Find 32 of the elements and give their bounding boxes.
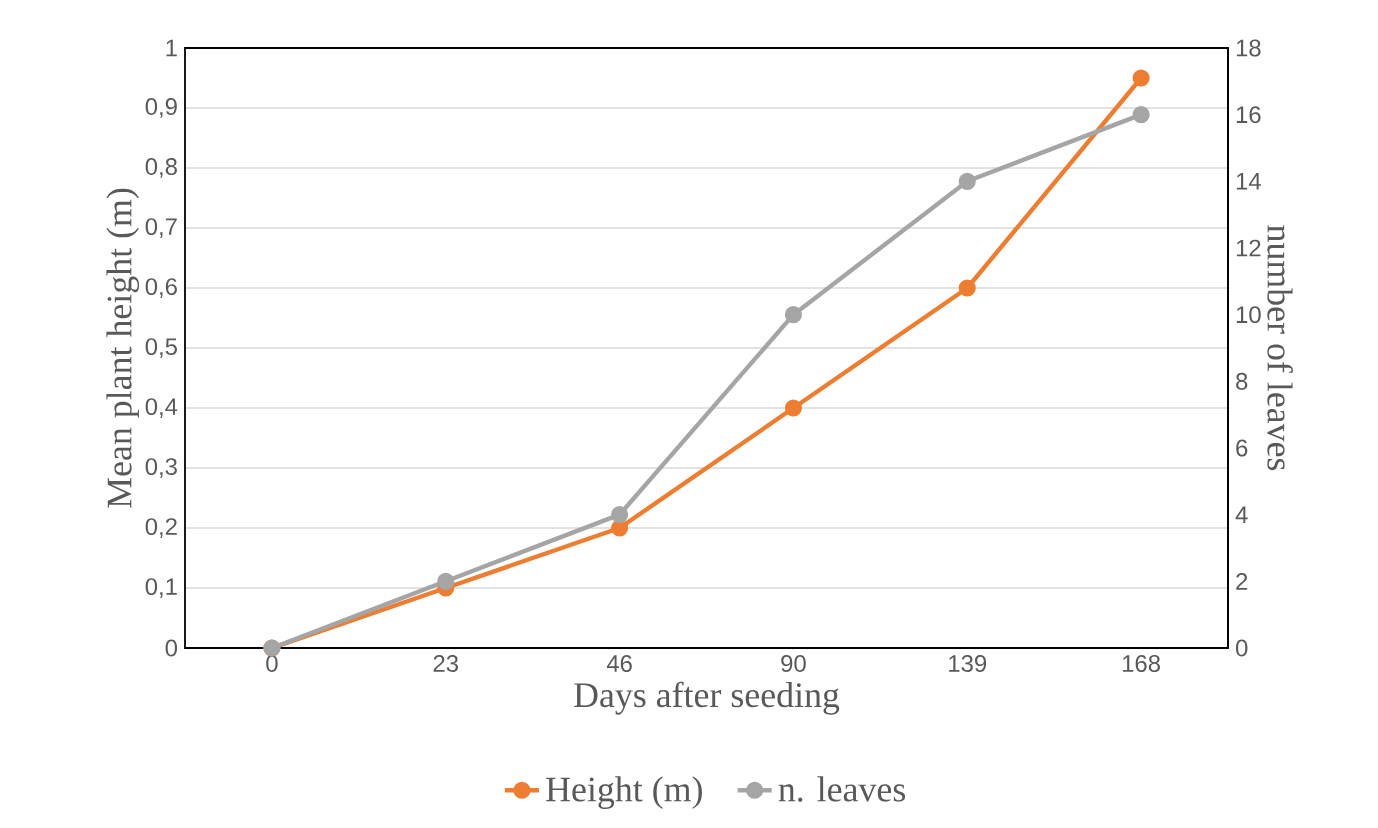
y-tick-label: 0,2 (145, 518, 177, 538)
y-tick-label: 0,4 (145, 398, 178, 418)
y-tick-label: 0,7 (145, 218, 177, 238)
y-tick-label: 0 (165, 639, 178, 657)
y2-tick-label: 6 (1236, 439, 1248, 457)
x-tick-label: 139 (949, 655, 987, 672)
y2-tick-label: 0 (1235, 639, 1248, 657)
y2-tick-label: 10 (1236, 306, 1261, 324)
x-tick-label: 23 (433, 655, 458, 672)
y-tick-label: 0,1 (145, 578, 177, 598)
y-axis-title: Mean plant height (m) (106, 188, 140, 508)
y-tick-label: 1 (166, 39, 177, 57)
y-tick-label: 0,5 (145, 338, 177, 358)
x-tick-label: 168 (1122, 655, 1160, 672)
y2-tick-label: 8 (1236, 372, 1248, 390)
y-tick-label: 0,6 (145, 278, 177, 298)
y-tick-label: 0,3 (145, 458, 177, 478)
y2-tick-label: 16 (1236, 106, 1261, 124)
y2-tick-label: 18 (1236, 39, 1261, 57)
y2-tick-label: 14 (1236, 173, 1261, 190)
y-tick-label: 0,9 (145, 98, 177, 118)
x-tick-label: 90 (781, 655, 806, 672)
y2-tick-label: 2 (1236, 572, 1248, 590)
y2-tick-label: 4 (1235, 506, 1248, 523)
x-tick-label: 0 (266, 655, 278, 672)
x-tick-label: 46 (606, 655, 632, 672)
y2-axis-title: number of leaves (1267, 225, 1293, 471)
y2-tick-label: 12 (1236, 239, 1261, 257)
y-tick-label: 0,8 (145, 158, 177, 178)
legend-label: n. leaves (778, 776, 906, 802)
x-axis-title: Days after seeding (574, 681, 840, 715)
legend-label: Height (m) (546, 776, 702, 809)
